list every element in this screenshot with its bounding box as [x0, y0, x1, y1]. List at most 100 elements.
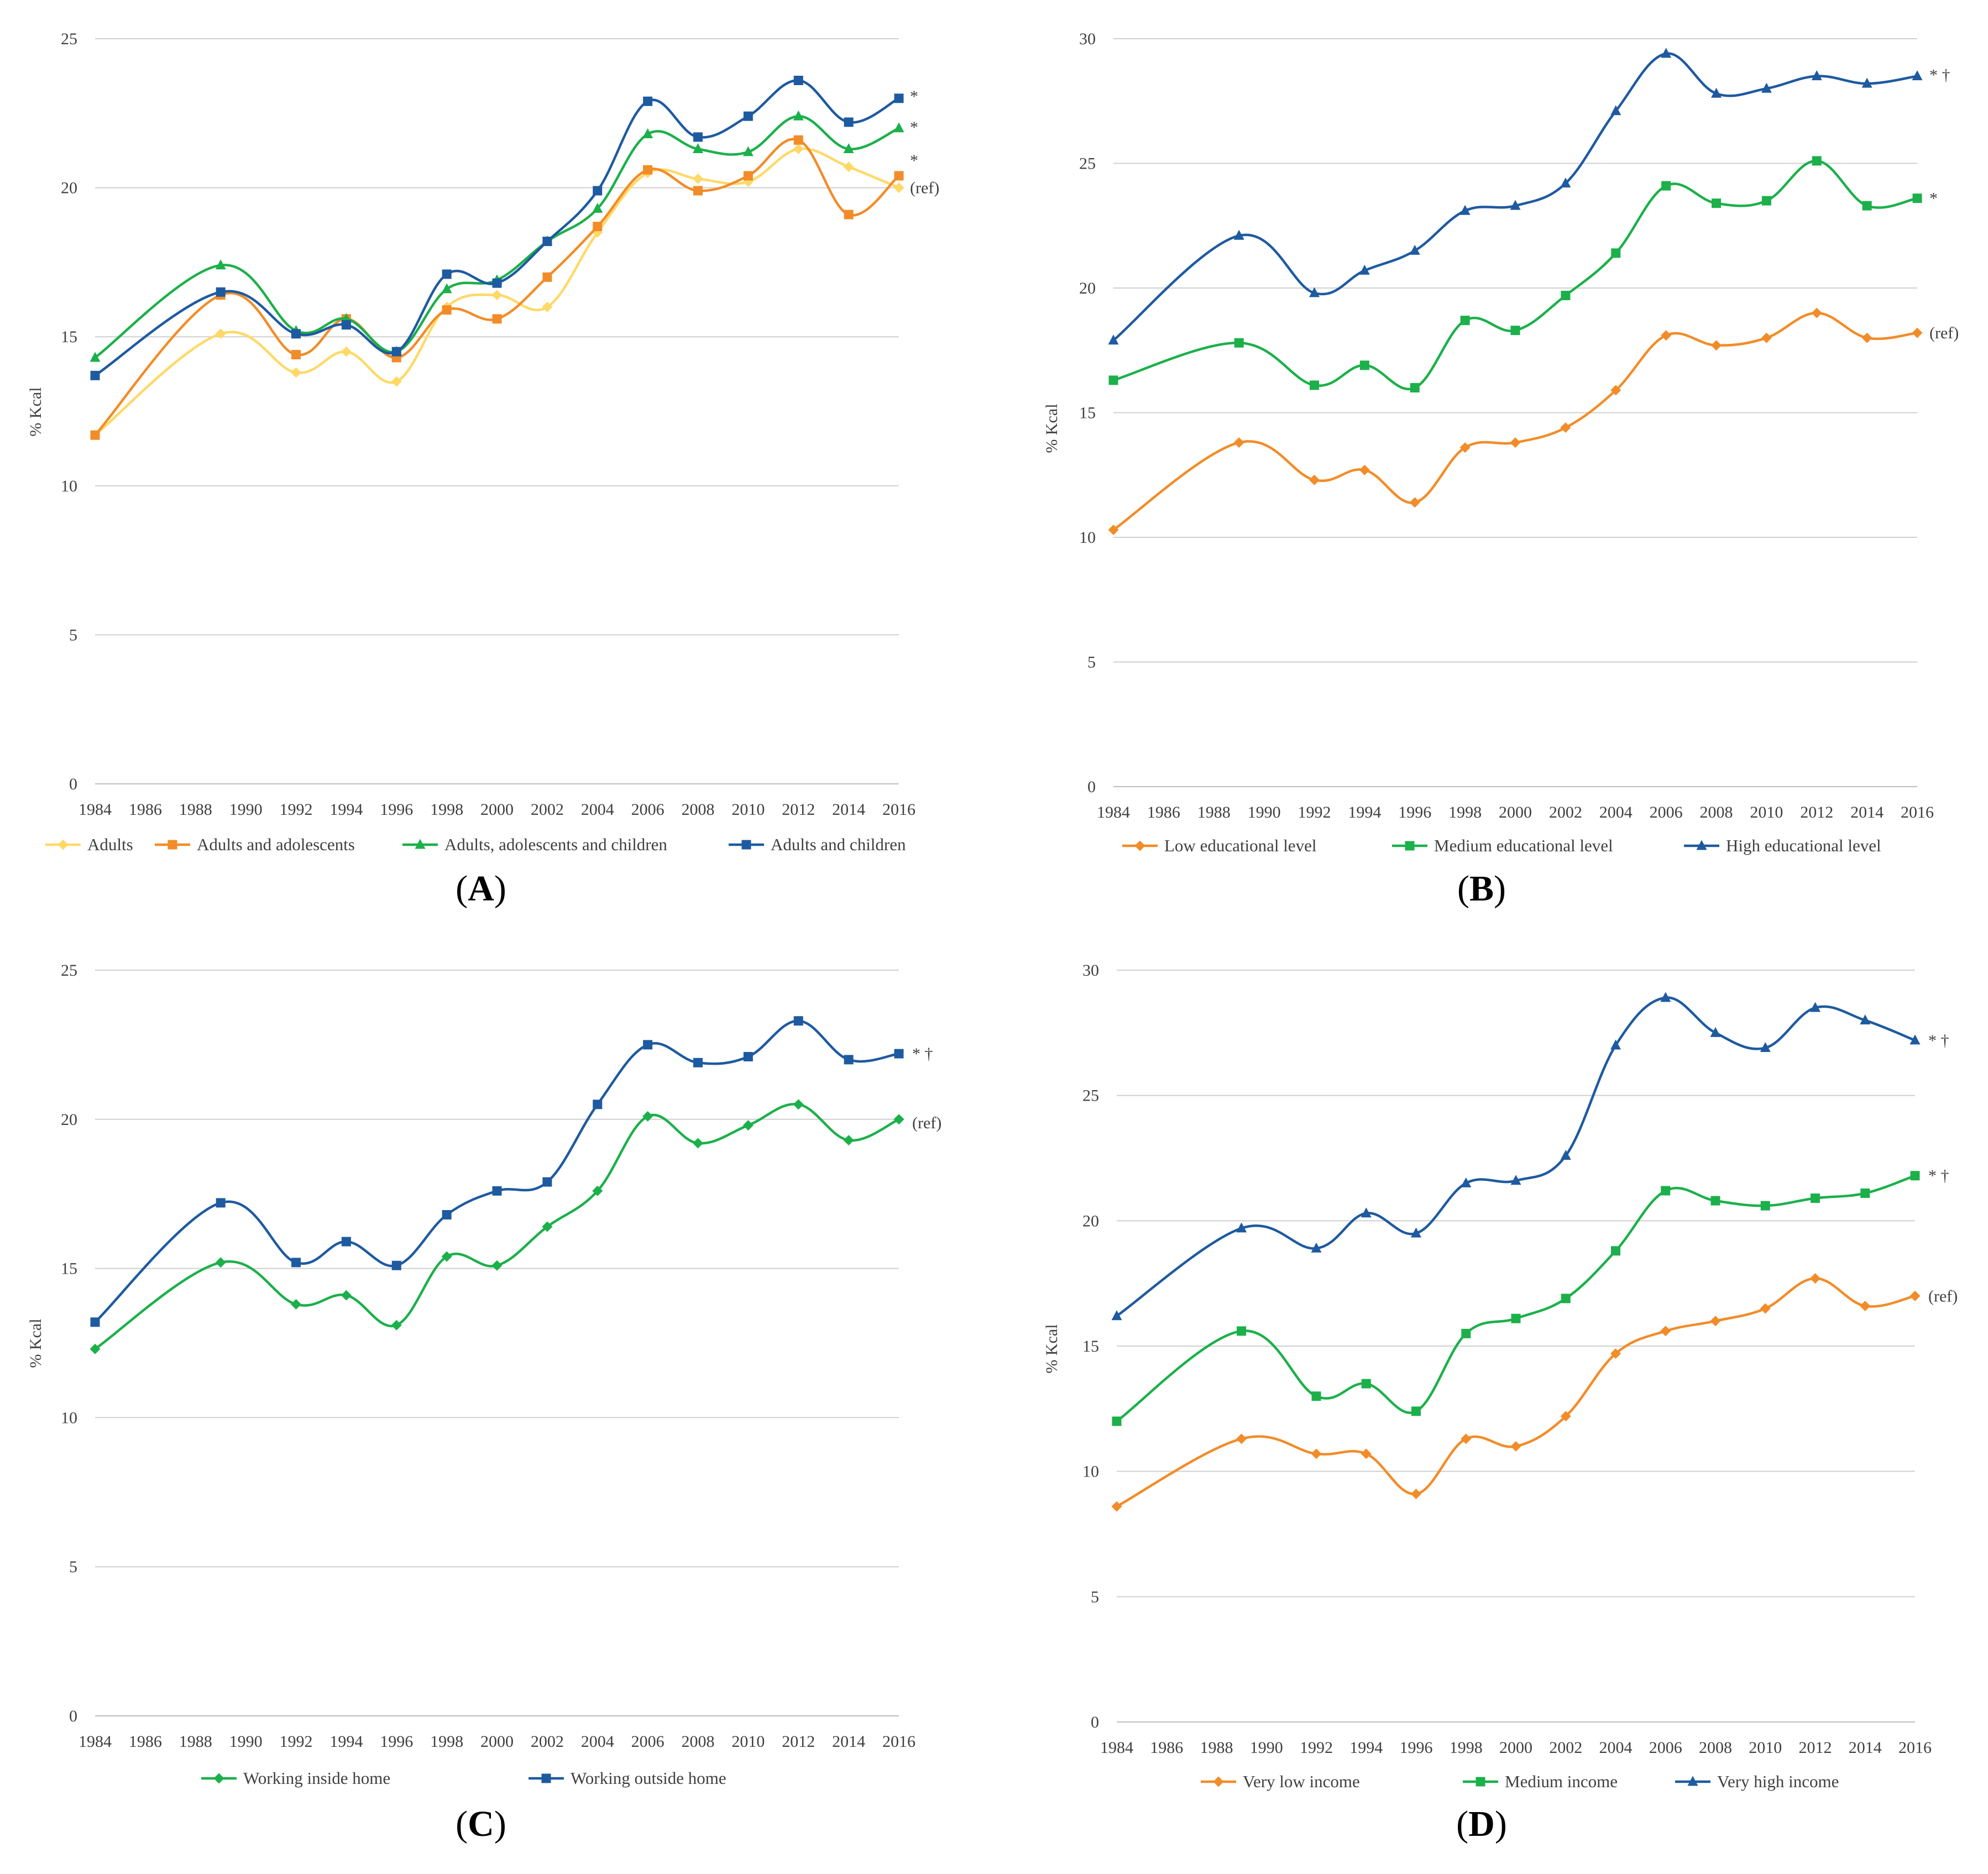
data-point: [1510, 200, 1521, 210]
data-point: [1611, 248, 1621, 258]
x-tick-label: 1996: [1400, 1739, 1433, 1757]
data-point: [1761, 196, 1771, 206]
data-point: [1411, 1406, 1421, 1416]
data-point: [1461, 1328, 1471, 1338]
x-tick-label: 2008: [1700, 803, 1733, 821]
data-point: [1912, 327, 1923, 338]
data-point: [1810, 1002, 1820, 1012]
data-point: [1760, 1201, 1770, 1211]
x-tick-label: 2006: [1649, 1739, 1682, 1757]
x-tick-label: 2014: [832, 800, 865, 819]
data-point: [90, 370, 100, 380]
x-tick-label: 2012: [1800, 803, 1833, 821]
end-annotation: (ref): [1928, 1287, 1958, 1305]
legend-label: Adults: [87, 835, 133, 854]
y-tick-label: 25: [1082, 1087, 1099, 1105]
chart-c: 0 5 10 15 20 25 1984 1986 1988 1990 1992 1994 1996 19…: [27, 961, 941, 1788]
data-point: [1108, 375, 1118, 385]
data-point: [215, 328, 226, 339]
data-point: [592, 1185, 603, 1196]
series-line: [94, 1019, 899, 1323]
x-tick-label: 2004: [1599, 1739, 1633, 1757]
x-tick-label: 2012: [782, 1732, 815, 1751]
data-point: [1411, 1227, 1421, 1238]
x-tick-label: 2016: [1901, 803, 1934, 821]
data-point: [893, 1114, 904, 1125]
data-point: [793, 1099, 804, 1110]
data-point: [1510, 326, 1520, 336]
series-adults-adolescents-and-children: [90, 110, 904, 362]
end-annotation: * †: [1928, 1167, 1949, 1185]
x-tick-label: 2010: [731, 1732, 765, 1751]
y-tick-label: 15: [61, 328, 77, 346]
y-tick-label: 20: [1082, 1212, 1099, 1230]
legend-item: Very low income: [1201, 1772, 1360, 1791]
data-point: [1461, 1177, 1472, 1187]
data-point: [1761, 82, 1772, 93]
gridlines: [95, 38, 899, 784]
data-point: [843, 1135, 854, 1146]
legend-label: Medium income: [1505, 1772, 1618, 1791]
data-point: [1760, 1042, 1771, 1053]
data-point: [1661, 181, 1671, 191]
end-annotation: *: [910, 151, 918, 170]
x-tick-label: 2002: [1549, 1739, 1582, 1757]
data-point: [1461, 1433, 1472, 1444]
x-tick-label: 1988: [1197, 803, 1231, 821]
legend-marker: [1687, 1776, 1698, 1786]
data-point: [1460, 316, 1470, 326]
x-tick-label: 2014: [1849, 1739, 1882, 1757]
y-axis-title: % Kcal: [1043, 1324, 1061, 1373]
gridlines: [95, 970, 899, 1716]
legend-label: Working outside home: [571, 1768, 726, 1788]
data-point: [1234, 338, 1244, 348]
x-tick-label: 1996: [1398, 803, 1431, 821]
data-point: [1236, 1433, 1247, 1444]
y-axis-title: % Kcal: [27, 1318, 45, 1368]
data-point: [1912, 70, 1923, 81]
data-point: [1760, 1303, 1771, 1314]
x-tick-label: 2012: [782, 800, 815, 819]
data-point: [1661, 1186, 1671, 1196]
x-tick-label: 2014: [832, 1732, 865, 1751]
data-point: [1560, 177, 1571, 188]
data-point: [1610, 1348, 1621, 1359]
x-tick-label: 2010: [1749, 1739, 1782, 1757]
x-tick-label: 1994: [1349, 1739, 1383, 1757]
x-tick-label: 1992: [280, 800, 313, 819]
data-point: [743, 1051, 753, 1061]
data-point: [1311, 1448, 1322, 1459]
legend-label: Adults, adolescents and children: [444, 835, 667, 854]
data-point: [894, 93, 904, 103]
end-annotation: (ref): [1929, 324, 1959, 342]
x-tick-label: 2008: [1699, 1739, 1732, 1757]
y-tick-label: 20: [61, 179, 77, 197]
data-point: [1710, 1027, 1721, 1037]
legend-marker: [1696, 840, 1707, 850]
x-tick-label: 2004: [581, 1732, 614, 1751]
x-tick-label: 2006: [631, 800, 665, 819]
x-tick-label: 1994: [1348, 803, 1381, 821]
legend-item: High educational level: [1684, 836, 1881, 855]
data-point: [1111, 1310, 1122, 1321]
data-point: [1610, 385, 1621, 396]
data-point: [1860, 1014, 1871, 1025]
x-tick-label: 2012: [1799, 1739, 1832, 1757]
x-tick-label: 1988: [1200, 1739, 1233, 1757]
x-tick-label: 2002: [1549, 803, 1582, 821]
data-point: [1712, 198, 1721, 208]
x-tick-label: 1986: [129, 800, 162, 819]
data-point: [1711, 87, 1722, 98]
x-tick-label: 2014: [1850, 803, 1884, 821]
legend-label: Low educational level: [1164, 836, 1316, 855]
legend-item: Very high income: [1675, 1772, 1839, 1791]
data-point: [1811, 307, 1822, 318]
x-tick-label: 1984: [1100, 1739, 1133, 1757]
data-point: [542, 1177, 552, 1187]
data-point: [1236, 1222, 1247, 1233]
x-tick-label: 1996: [380, 1732, 413, 1751]
series-line: [94, 1103, 899, 1350]
chart-d: 0 5 10 15 20 25 30 1984 1986 1988 1990 1992 1994 1996…: [1043, 961, 1958, 1791]
data-point: [1660, 992, 1671, 1002]
end-annotation: *: [1929, 190, 1938, 208]
